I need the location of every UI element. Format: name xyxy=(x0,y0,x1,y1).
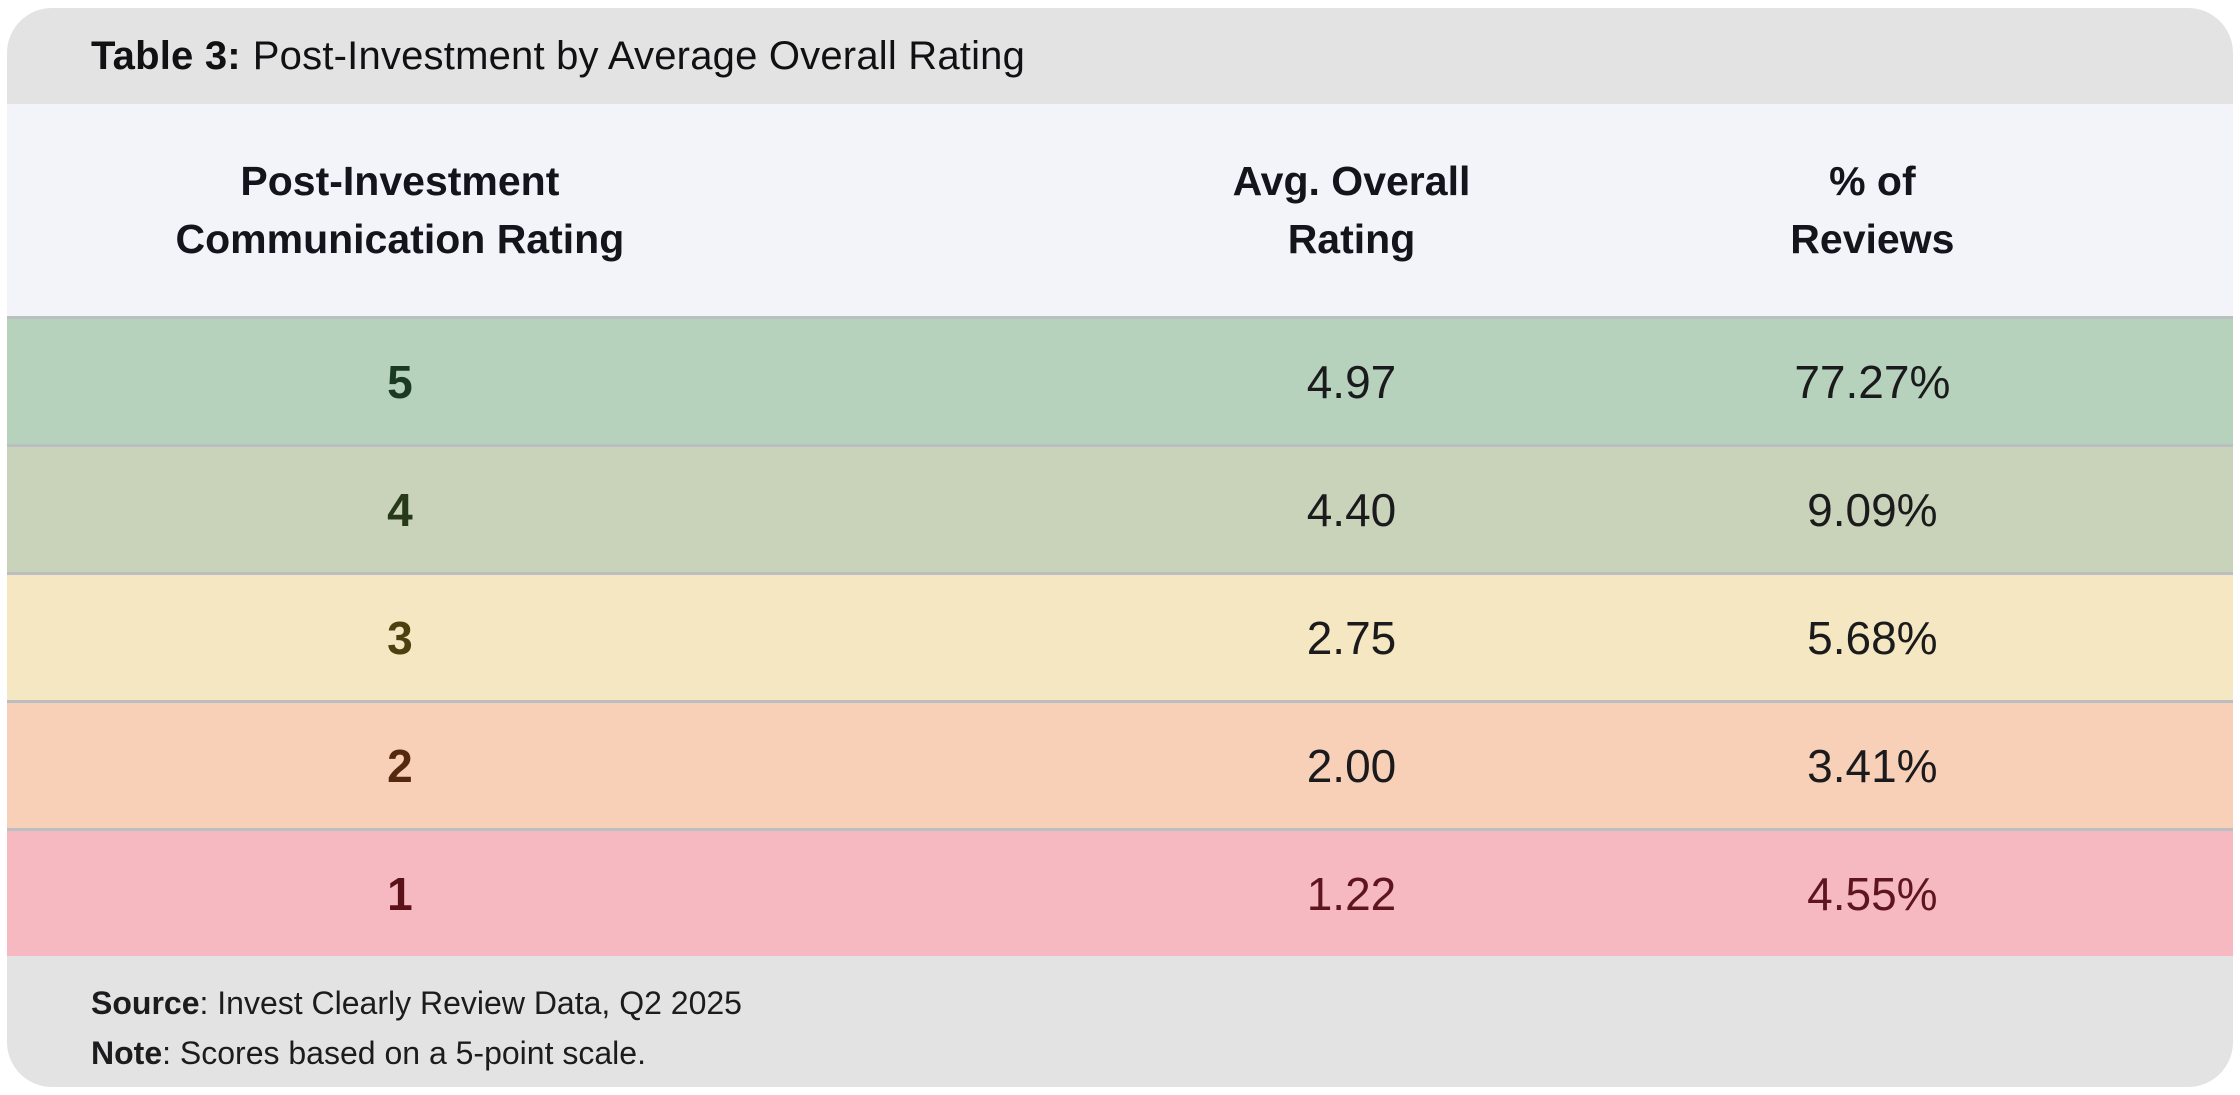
avg-rating-cell: 1.22 xyxy=(1306,867,1397,920)
source-label: Source xyxy=(91,985,200,1021)
avg-rating-cell: 2.75 xyxy=(1306,611,1397,664)
table-row: 3 2.75 5.68% xyxy=(7,572,2233,700)
note-line: Note: Scores based on a 5-point scale. xyxy=(91,1028,2233,1078)
rating-cell: 4 xyxy=(387,483,413,536)
avg-rating-cell: 2.00 xyxy=(1306,739,1397,792)
pct-reviews-cell: 4.55% xyxy=(1807,867,1938,920)
table-number-label: Table 3: xyxy=(91,33,241,78)
table-card: Table 3: Post-Investment by Average Over… xyxy=(7,8,2233,1087)
source-line: Source: Invest Clearly Review Data, Q2 2… xyxy=(91,978,2233,1028)
table-row: 4 4.40 9.09% xyxy=(7,444,2233,572)
table-title-bar: Table 3: Post-Investment by Average Over… xyxy=(7,8,2233,104)
pct-reviews-cell: 3.41% xyxy=(1807,739,1938,792)
table-footer: Source: Invest Clearly Review Data, Q2 2… xyxy=(7,956,2233,1087)
source-text: : Invest Clearly Review Data, Q2 2025 xyxy=(199,985,742,1021)
column-header-avg-overall-rating: Avg. Overall Rating xyxy=(1232,157,1471,262)
column-header-pct-of-reviews: % of Reviews xyxy=(1790,157,1955,262)
rating-cell: 1 xyxy=(387,867,413,920)
avg-rating-cell: 4.97 xyxy=(1306,355,1397,408)
table-row: 2 2.00 3.41% xyxy=(7,700,2233,828)
avg-rating-cell: 4.40 xyxy=(1306,483,1397,536)
note-label: Note xyxy=(91,1035,163,1071)
rating-cell: 3 xyxy=(387,611,413,664)
pct-reviews-cell: 5.68% xyxy=(1807,611,1938,664)
rating-cell: 5 xyxy=(387,355,413,408)
pct-reviews-cell: 9.09% xyxy=(1807,483,1938,536)
table-row: 1 1.22 4.55% xyxy=(7,828,2233,956)
table-header-row: Post-Investment Communication Rating Avg… xyxy=(7,104,2233,316)
pct-reviews-cell: 77.27% xyxy=(1794,355,1951,408)
column-header-communication-rating: Post-Investment Communication Rating xyxy=(175,157,625,262)
note-text: : Scores based on a 5-point scale. xyxy=(162,1035,646,1071)
table-title-text: Post-Investment by Average Overall Ratin… xyxy=(252,33,1026,78)
rating-cell: 2 xyxy=(387,739,413,792)
table-row: 5 4.97 77.27% xyxy=(7,316,2233,444)
